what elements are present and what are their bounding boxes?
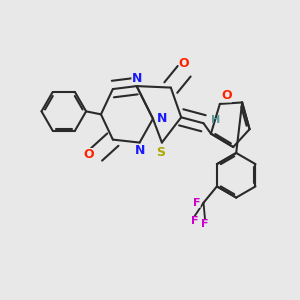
Text: N: N: [134, 144, 145, 157]
Text: H: H: [211, 115, 220, 125]
Text: O: O: [83, 148, 94, 161]
Text: F: F: [201, 219, 209, 229]
Text: F: F: [191, 216, 198, 226]
Text: S: S: [156, 146, 165, 159]
Text: N: N: [157, 112, 167, 125]
Text: O: O: [179, 57, 190, 70]
Text: O: O: [221, 89, 232, 102]
Text: F: F: [193, 198, 200, 208]
Text: N: N: [131, 72, 142, 85]
